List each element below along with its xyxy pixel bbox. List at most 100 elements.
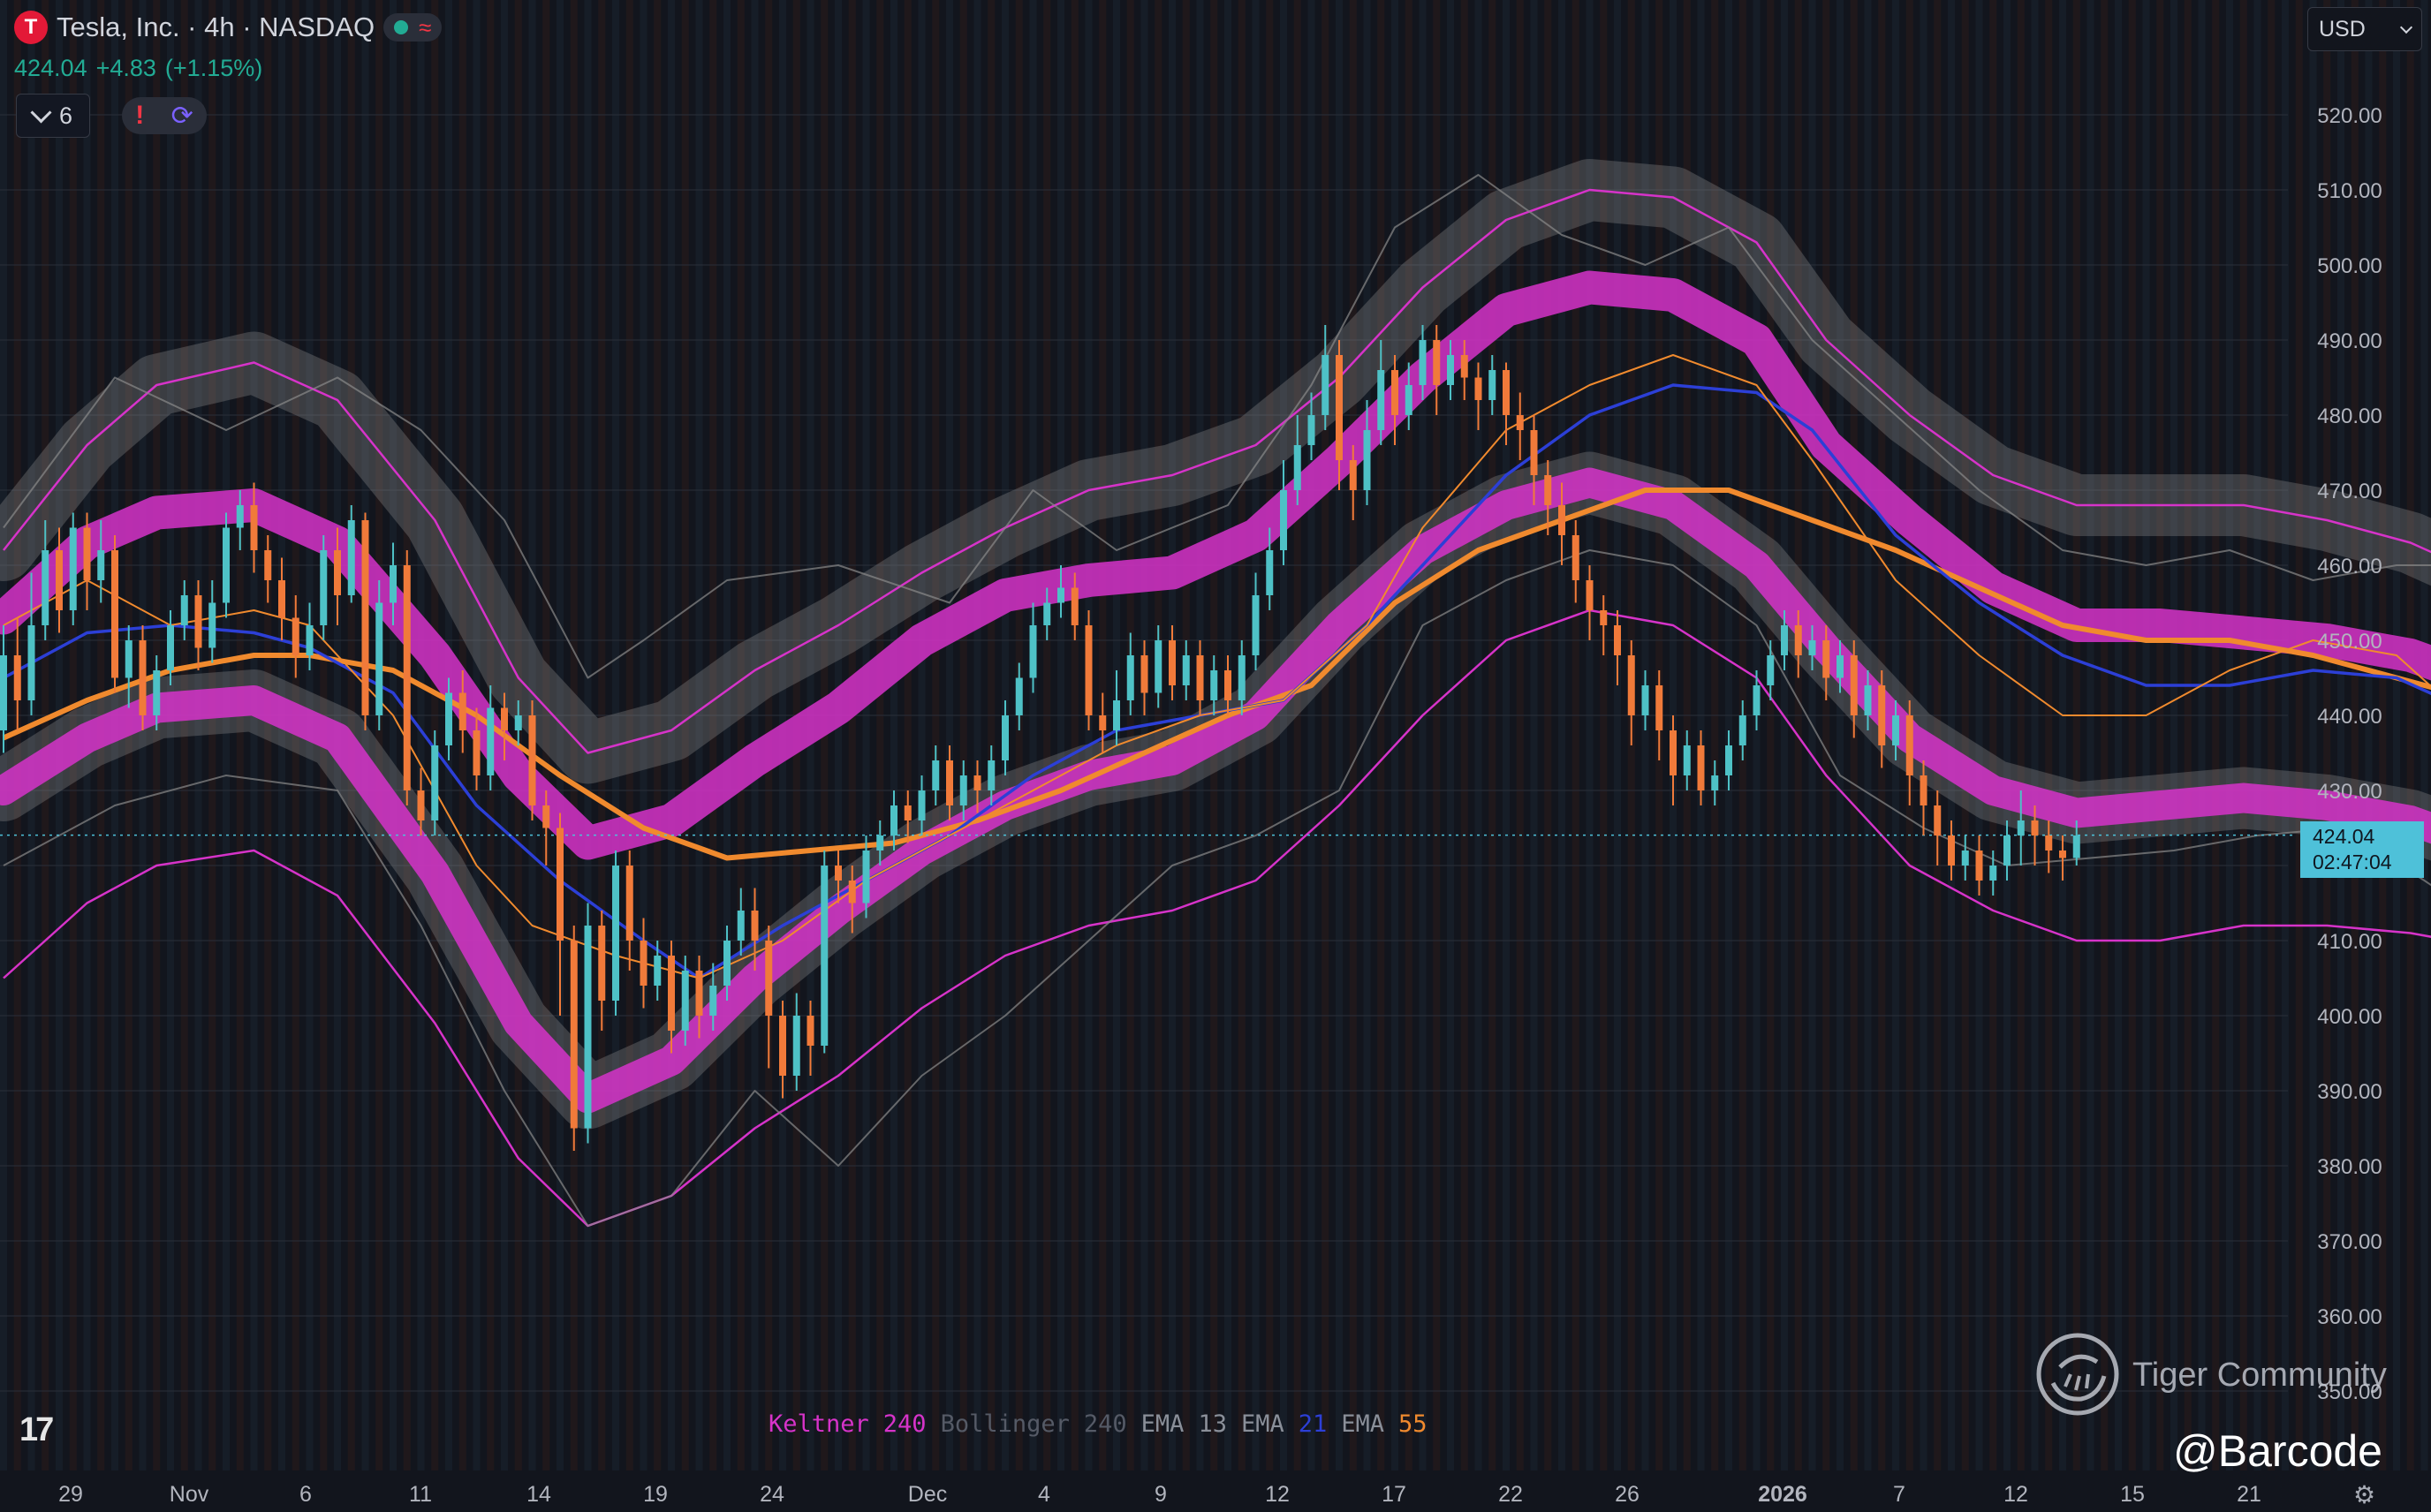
- sync-icon[interactable]: ⟳: [170, 101, 193, 131]
- ema13-line: [3, 354, 2431, 979]
- candle-body: [1516, 415, 1524, 430]
- session-stripe: [1252, 0, 1260, 1470]
- candle-body: [13, 655, 21, 700]
- session-stripe: [946, 0, 953, 1470]
- candle-body: [807, 1016, 814, 1046]
- session-stripe: [709, 0, 717, 1470]
- session-stripe: [2031, 0, 2039, 1470]
- candle-body: [1002, 715, 1009, 760]
- candle-body: [1753, 685, 1761, 715]
- session-stripe: [208, 0, 216, 1470]
- y-tick-label: 410.00: [2317, 930, 2382, 954]
- candle-body: [1307, 415, 1315, 445]
- tradingview-logo-icon[interactable]: 17: [19, 1411, 54, 1448]
- candle-body: [625, 866, 633, 941]
- candle-body: [1336, 355, 1343, 460]
- session-stripe: [1753, 0, 1761, 1470]
- candle-body: [1391, 370, 1398, 415]
- alert-pill[interactable]: ! ⟳: [122, 97, 207, 134]
- settings-gear-icon[interactable]: ⚙: [2353, 1481, 2376, 1508]
- x-tick-label: 26: [1615, 1482, 1640, 1507]
- session-stripe: [361, 0, 369, 1470]
- session-stripe: [723, 0, 731, 1470]
- x-tick-label: 7: [1893, 1482, 1905, 1507]
- session-stripe: [2268, 0, 2276, 1470]
- candle-body: [27, 625, 35, 700]
- session-stripe: [1711, 0, 1719, 1470]
- legend-label[interactable]: EMA: [1341, 1410, 1385, 1438]
- session-stripe: [681, 0, 689, 1470]
- candle-body: [1989, 866, 1997, 881]
- candle-body: [458, 692, 466, 730]
- candle-body: [1113, 700, 1120, 730]
- candle-body: [1975, 850, 1983, 881]
- symbol-header[interactable]: T Tesla, Inc. · 4h · NASDAQ ≈: [14, 11, 443, 44]
- session-stripe: [1488, 0, 1496, 1470]
- candle-body: [1920, 775, 1927, 805]
- session-stripe: [1781, 0, 1788, 1470]
- candle-body: [1864, 685, 1872, 715]
- session-stripe: [2295, 0, 2303, 1470]
- symbol-title[interactable]: Tesla, Inc. · 4h · NASDAQ: [57, 11, 375, 42]
- candle-body: [473, 730, 481, 775]
- candle-body: [598, 926, 606, 1001]
- candle-body: [375, 602, 383, 715]
- y-tick-label: 400.00: [2317, 1005, 2382, 1029]
- session-stripe: [1377, 0, 1385, 1470]
- candle-body: [988, 760, 996, 790]
- candle-body: [1948, 835, 1955, 866]
- candle-body: [42, 550, 49, 625]
- session-stripe: [668, 0, 675, 1470]
- candle-body: [1447, 355, 1454, 385]
- candle-body: [361, 520, 369, 715]
- alert-icon[interactable]: !: [135, 101, 145, 130]
- session-stripe: [1169, 0, 1176, 1470]
- candle-body: [1460, 355, 1468, 378]
- market-status-pill[interactable]: ≈: [383, 13, 443, 42]
- candle-body: [1015, 677, 1023, 715]
- candle-body: [1655, 685, 1663, 730]
- candle-body: [264, 550, 272, 580]
- candle-body: [792, 1016, 800, 1076]
- session-stripe: [1837, 0, 1844, 1470]
- session-stripe: [2379, 0, 2387, 1470]
- session-stripe: [1057, 0, 1064, 1470]
- candle-body: [821, 866, 829, 1046]
- candle-body: [1781, 625, 1788, 655]
- y-tick-label: 450.00: [2317, 630, 2382, 654]
- legend-label[interactable]: EMA: [1140, 1410, 1185, 1438]
- candle-body: [876, 835, 884, 850]
- candle-body: [1433, 340, 1441, 385]
- candle-body: [1126, 655, 1134, 700]
- y-tick-label: 430.00: [2317, 780, 2382, 804]
- candle-body: [97, 550, 105, 580]
- bollinger-upper-line: [3, 174, 2431, 679]
- indicator-legend[interactable]: Keltner 240 Bollinger 240 EMA 13 EMA 21 EMA 55: [769, 1410, 1428, 1438]
- legend-label[interactable]: Keltner: [769, 1410, 869, 1438]
- session-stripe: [2003, 0, 2011, 1470]
- currency-select[interactable]: USD: [2307, 7, 2422, 51]
- indicators-toggle-button[interactable]: 6: [16, 94, 90, 138]
- candle-body: [250, 505, 258, 550]
- candle-body: [1488, 370, 1496, 400]
- session-stripe: [2142, 0, 2150, 1470]
- x-tick-label: 29: [58, 1482, 83, 1507]
- legend-label[interactable]: Bollinger: [940, 1410, 1070, 1438]
- keltner-upper-line: [3, 188, 2431, 754]
- session-stripe: [2198, 0, 2206, 1470]
- candle-body: [1266, 550, 1274, 595]
- candle-body: [1822, 640, 1830, 678]
- candle-body: [1627, 655, 1635, 715]
- candle-body: [1029, 625, 1037, 678]
- legend-label[interactable]: EMA: [1240, 1410, 1284, 1438]
- x-tick-label: 6: [299, 1482, 312, 1507]
- x-tick-label: 14: [526, 1482, 551, 1507]
- chevron-down-icon: [30, 101, 52, 124]
- candle-body: [1099, 715, 1107, 730]
- session-stripe: [2115, 0, 2122, 1470]
- candle-body: [862, 850, 870, 903]
- candle-body: [445, 692, 452, 745]
- candle-body: [1808, 640, 1816, 655]
